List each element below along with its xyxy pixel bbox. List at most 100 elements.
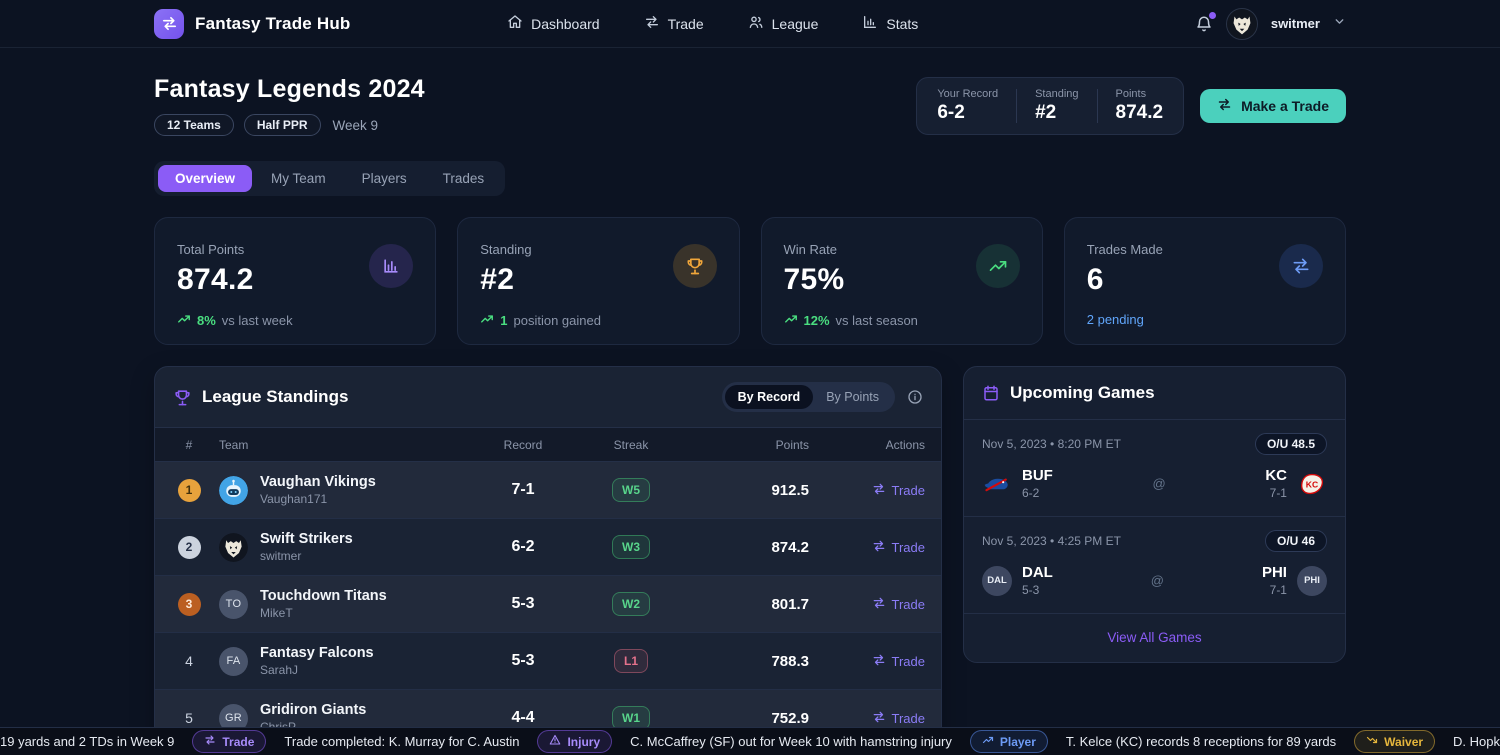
streak-badge: W1 — [612, 706, 650, 730]
view-all-games-link[interactable]: View All Games — [1107, 630, 1202, 645]
away-team-record: 6-2 — [1022, 486, 1040, 500]
week-label: Week 9 — [332, 117, 379, 133]
table-row: 1 Vaughan Vikings Vaughan171 7-1 W5 912.… — [155, 462, 941, 519]
news-ticker: 19 yards and 2 TDs in Week 9 Trade Trade… — [0, 727, 1500, 755]
stat-card-trades-made: Trades Made 6 2 pending — [1063, 217, 1346, 345]
brand[interactable]: Fantasy Trade Hub — [154, 8, 351, 39]
game-datetime: Nov 5, 2023 • 4:25 PM ET — [982, 534, 1121, 548]
nav-links: Dashboard Trade League Stats — [507, 14, 918, 33]
stat-label: Total Points — [177, 242, 245, 257]
nav-label: Dashboard — [531, 15, 600, 32]
ticker-item: T. Kelce (KC) records 8 receptions for 8… — [1065, 734, 1337, 749]
info-icon[interactable] — [907, 389, 923, 405]
swap-icon — [872, 596, 886, 613]
sort-toggle: By Record By Points — [721, 382, 895, 412]
view-tabs: Overview My Team Players Trades — [154, 161, 506, 196]
team-name: Touchdown Titans — [260, 588, 387, 604]
swap-icon — [204, 734, 216, 749]
trade-label: Trade — [891, 710, 925, 726]
swap-icon — [1279, 244, 1323, 288]
trade-button[interactable]: Trade — [821, 710, 925, 727]
stat-label: Standing — [480, 242, 532, 257]
tab-overview[interactable]: Overview — [158, 165, 253, 192]
at-symbol: @ — [1152, 476, 1166, 491]
make-a-trade-button[interactable]: Make a Trade — [1200, 89, 1346, 123]
app-title: Fantasy Trade Hub — [195, 13, 351, 33]
game-datetime: Nov 5, 2023 • 8:20 PM ET — [982, 437, 1121, 451]
home-team-record: 7-1 — [1269, 583, 1287, 597]
app-logo-swap-icon — [154, 8, 184, 39]
rank-badge: 2 — [177, 535, 201, 559]
swap-icon — [872, 710, 886, 727]
stat-value: 75% — [783, 263, 845, 296]
stat-value: #2 — [480, 263, 515, 296]
streak-badge: W5 — [612, 478, 650, 502]
top-nav: Fantasy Trade Hub Dashboard Trade League… — [0, 0, 1500, 48]
home-icon — [507, 14, 523, 33]
record-label: Your Record — [937, 88, 999, 100]
record-cell: 5-3 — [511, 595, 535, 612]
player-badge: Player — [969, 730, 1048, 753]
ticker-item: 19 yards and 2 TDs in Week 9 — [0, 734, 175, 749]
team-owner: Vaughan171 — [260, 492, 328, 506]
trend-suffix: vs last season — [835, 313, 918, 328]
badge-label: Trade — [222, 734, 255, 749]
trade-button[interactable]: Trade — [821, 596, 925, 613]
stat-card-standing: Standing #2 1 position gained — [457, 217, 740, 345]
trade-button[interactable]: Trade — [821, 539, 925, 556]
streak-badge: W3 — [612, 535, 650, 559]
tab-my-team[interactable]: My Team — [271, 171, 326, 186]
points-value: 874.2 — [1115, 102, 1164, 123]
standing-label: Standing — [1035, 88, 1079, 100]
trending-down-icon — [1366, 734, 1378, 749]
rank-number: 4 — [185, 653, 193, 669]
record-cell: 4-4 — [511, 709, 535, 726]
trending-up-icon — [982, 734, 994, 749]
swap-icon — [644, 14, 660, 33]
trend-value: 1 — [500, 313, 508, 328]
trending-up-icon — [480, 312, 494, 329]
notifications-bell-icon[interactable] — [1195, 11, 1216, 33]
swap-icon — [1217, 97, 1232, 115]
trade-button[interactable]: Trade — [821, 653, 925, 670]
trade-button[interactable]: Trade — [821, 482, 925, 499]
trade-label: Trade — [891, 539, 925, 555]
sort-by-record-button[interactable]: By Record — [724, 385, 814, 409]
badge-label: Player — [999, 734, 1036, 749]
streak-badge: L1 — [613, 649, 648, 673]
bills-logo — [982, 469, 1012, 499]
swap-icon — [872, 539, 886, 556]
nav-item-dashboard[interactable]: Dashboard — [507, 14, 600, 33]
points-cell: 788.3 — [771, 652, 809, 670]
stat-value: 6 — [1086, 263, 1104, 296]
team-logo-initials: DAL — [982, 565, 1012, 596]
users-icon — [748, 14, 764, 33]
tab-players[interactable]: Players — [361, 171, 407, 186]
home-team-record: 7-1 — [1269, 486, 1287, 500]
user-avatar[interactable] — [1225, 7, 1258, 40]
col-actions: Actions — [885, 437, 925, 452]
standing-value: #2 — [1035, 102, 1057, 123]
stat-card-total-points: Total Points 874.2 8% vs last week — [154, 217, 437, 345]
badge-label: Injury — [567, 734, 601, 749]
chevron-down-icon[interactable] — [1333, 15, 1346, 33]
tab-trades[interactable]: Trades — [442, 171, 485, 186]
nav-item-stats[interactable]: Stats — [862, 14, 918, 33]
team-name: Gridiron Giants — [260, 702, 367, 718]
trade-label: Trade — [891, 596, 925, 612]
team-name: Swift Strikers — [260, 531, 353, 547]
nav-item-trade[interactable]: Trade — [644, 14, 704, 33]
username[interactable]: switmer — [1270, 16, 1320, 31]
nav-item-league[interactable]: League — [748, 14, 818, 33]
table-row: 4 FA Fantasy Falcons SarahJ 5-3 L1 788.3… — [155, 633, 941, 690]
trophy-icon — [672, 244, 717, 288]
trend-value: 8% — [197, 313, 216, 328]
points-cell: 912.5 — [771, 481, 809, 499]
trending-up-icon — [784, 312, 798, 329]
rank-number: 5 — [185, 710, 193, 726]
swap-icon — [872, 482, 886, 499]
sort-by-points-button[interactable]: By Points — [813, 385, 892, 409]
rank-badge: 1 — [177, 478, 201, 502]
trending-up-icon — [975, 244, 1020, 288]
nav-label: Trade — [667, 15, 704, 32]
